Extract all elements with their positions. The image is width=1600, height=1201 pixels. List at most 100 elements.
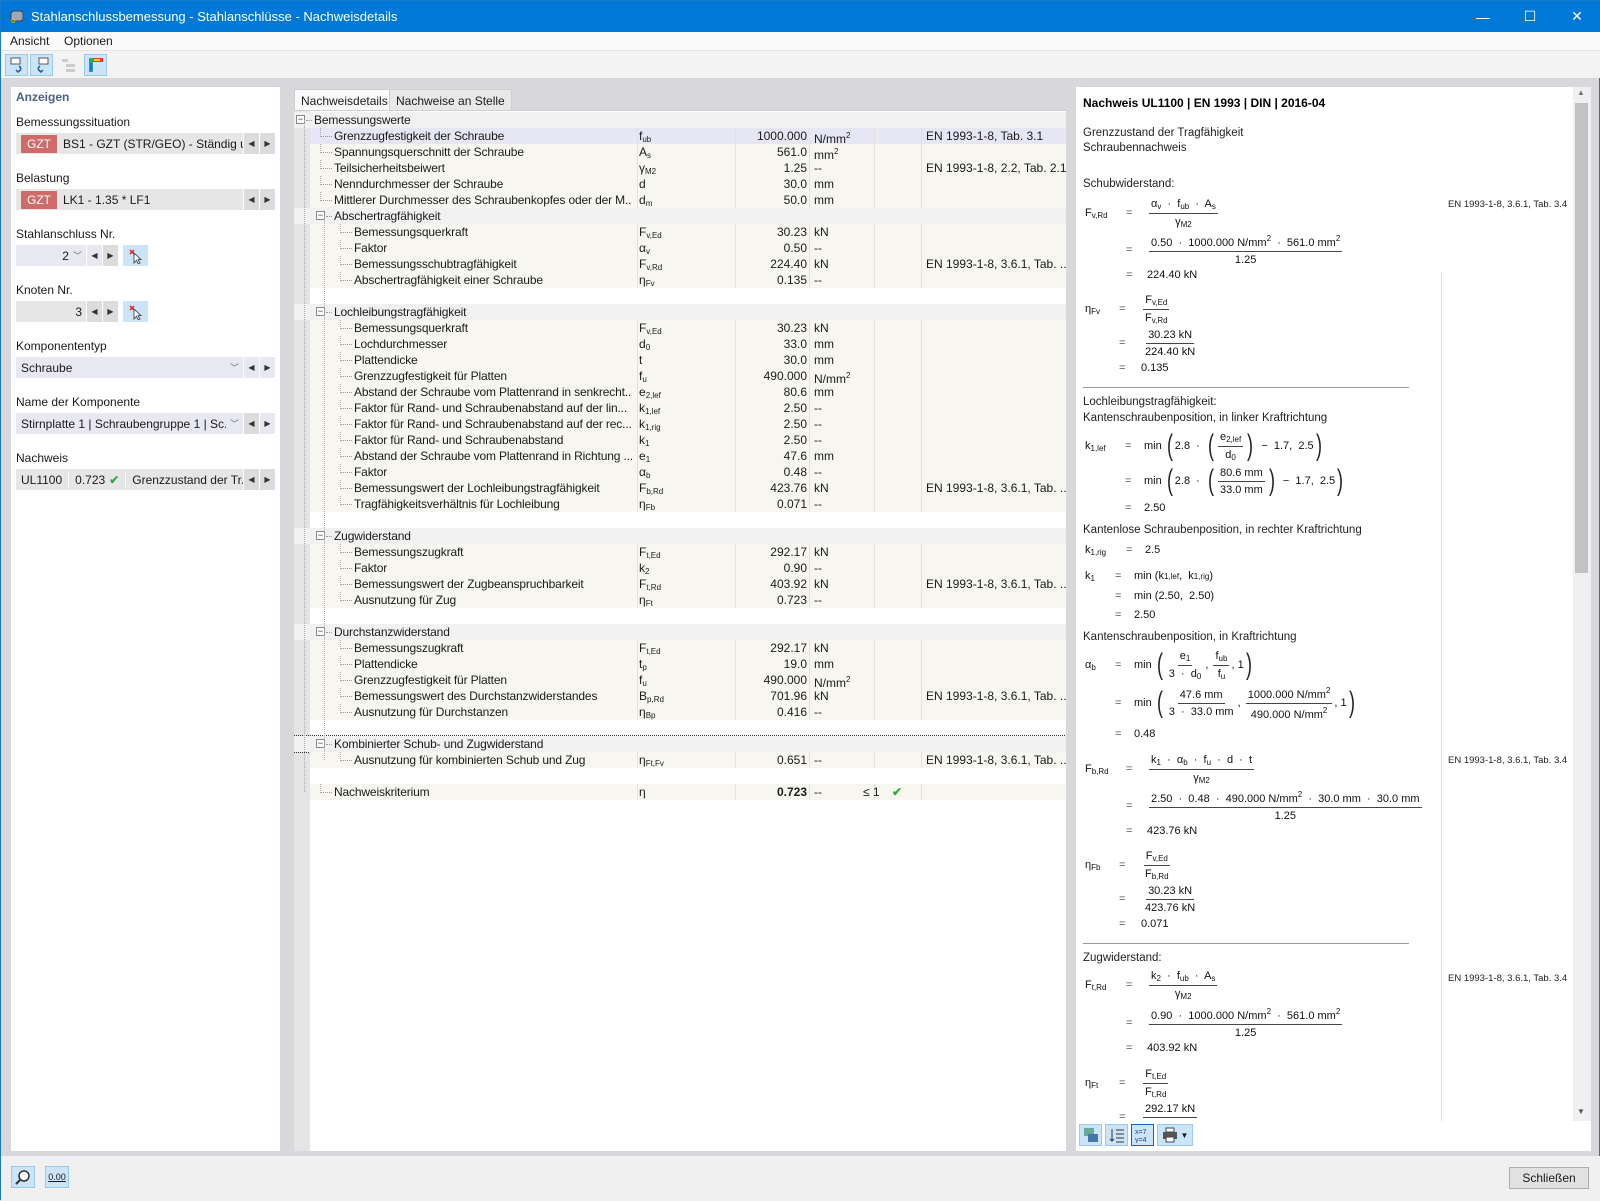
tree-line xyxy=(320,176,321,185)
group-row[interactable]: − Zugwiderstand xyxy=(294,528,1066,544)
scrollbar-thumb[interactable] xyxy=(1575,103,1588,573)
table-row[interactable]: Faktor αv 0.50 -- xyxy=(294,240,1066,256)
chevron-down-icon[interactable]: ▼ xyxy=(1180,1130,1189,1140)
math-text: min (2.50, 2.50) xyxy=(1134,590,1215,602)
select-previous-button[interactable] xyxy=(5,54,28,76)
table-row[interactable]: Teilsicherheitsbeiwert γM2 1.25 -- EN 1993-1… xyxy=(294,160,1066,176)
column-separator xyxy=(809,672,810,688)
close-button[interactable]: Schließen xyxy=(1509,1167,1589,1189)
close-window-button[interactable]: ✕ xyxy=(1571,8,1583,24)
math-subscript: 2 xyxy=(1156,973,1161,983)
table-row[interactable]: Lochdurchmesser d0 33.0 mm xyxy=(294,336,1066,352)
tree-button[interactable] xyxy=(57,54,80,76)
table-row[interactable]: Bemessungsschubtragfähigkeit Fv,Rd 224.40 k… xyxy=(294,256,1066,272)
component-name-select[interactable]: Stirnplatte 1 | Schraubengruppe 1 | Sc..… xyxy=(16,413,243,434)
previous-button[interactable]: ◀ xyxy=(244,413,259,434)
table-row[interactable]: Spannungsquerschnitt der Schraube As 561.0… xyxy=(294,144,1066,162)
table-row[interactable]: Tragfähigkeitsverhältnis für Lochleibung… xyxy=(294,496,1066,512)
export-image-button[interactable] xyxy=(1079,1124,1102,1146)
scroll-up-icon[interactable]: ▲ xyxy=(1577,88,1585,97)
pick-connection-button[interactable] xyxy=(123,245,148,266)
table-row[interactable]: Faktor k2 0.90 -- xyxy=(294,560,1066,576)
table-row[interactable]: Nachweiskriterium η 0.723 -- ≤ 1 ✔ xyxy=(294,784,1066,800)
table-row[interactable]: Bemessungszugkraft Ft,Ed 292.17 kN xyxy=(294,640,1066,656)
column-separator xyxy=(921,576,922,592)
print-button[interactable]: ▼ xyxy=(1157,1124,1193,1146)
collapse-icon[interactable]: − xyxy=(296,114,305,124)
table-row[interactable]: Ausnutzung für Zug ηFt 0.723 -- xyxy=(294,592,1066,608)
list-button[interactable] xyxy=(1105,1124,1128,1146)
math-text: 1.25 xyxy=(1234,1027,1257,1039)
scroll-down-icon[interactable]: ▼ xyxy=(1577,1107,1585,1116)
table-row[interactable]: Faktor für Rand- und Schraubenabstand k1 2… xyxy=(294,432,1066,448)
unit: -- xyxy=(814,705,874,719)
table-row[interactable]: Grenzzugfestigkeit für Platten fu 490.000 N… xyxy=(294,368,1066,386)
table-row[interactable]: Faktor für Rand- und Schraubenabstand au… xyxy=(294,400,1066,416)
table-row[interactable]: Bemessungswert des Durchstanzwiderstande… xyxy=(294,688,1066,704)
component-type-select[interactable]: Schraube ﹀ xyxy=(16,357,243,378)
table-row[interactable]: Abstand der Schraube vom Plattenrand in … xyxy=(294,384,1066,400)
next-button[interactable]: ▶ xyxy=(103,301,118,322)
pick-node-button[interactable] xyxy=(123,301,148,322)
table-row[interactable]: Mittlerer Durchmesser des Schraubenkopfe… xyxy=(294,192,1066,208)
table-row[interactable]: Bemessungszugkraft Ft,Ed 292.17 kN xyxy=(294,544,1066,560)
table-row[interactable]: Faktor αb 0.48 -- xyxy=(294,464,1066,480)
next-button[interactable]: ▶ xyxy=(260,469,275,490)
help-button[interactable] xyxy=(11,1166,35,1188)
table-row[interactable]: Abstand der Schraube vom Plattenrand in … xyxy=(294,448,1066,464)
design-situation-select[interactable]: GZT BS1 - GZT (STR/GEO) - Ständig un... xyxy=(16,133,243,154)
table-row[interactable]: Plattendicke tp 19.0 mm xyxy=(294,656,1066,672)
column-separator xyxy=(809,128,810,144)
load-select[interactable]: GZT LK1 - 1.35 * LF1 xyxy=(16,189,243,210)
previous-button[interactable]: ◀ xyxy=(244,189,259,210)
group-row[interactable]: − Bemessungswerte xyxy=(294,112,1066,128)
check-select[interactable]: UL1100 0.723 ✔ Grenzzustand der Tr... xyxy=(16,469,243,490)
group-row[interactable]: − Lochleibungstragfähigkeit xyxy=(294,304,1066,320)
report-text: Kantenschraubenposition, in Kraftrichtun… xyxy=(1083,631,1297,643)
table-row[interactable]: Ausnutzung für Durchstanzen ηBp 0.416 -- xyxy=(294,704,1066,720)
next-button[interactable]: ▶ xyxy=(260,189,275,210)
table-row[interactable]: Grenzzugfestigkeit der Schraube fub 1000.0… xyxy=(294,128,1066,146)
previous-button[interactable]: ◀ xyxy=(87,245,102,266)
group-row[interactable]: − Durchstanzwiderstand xyxy=(294,624,1066,640)
table-row[interactable]: Plattendicke t 30.0 mm xyxy=(294,352,1066,368)
node-input[interactable]: 3 xyxy=(16,301,86,322)
next-button[interactable]: ▶ xyxy=(260,357,275,378)
table-row[interactable]: Bemessungsquerkraft Fv,Ed 30.23 kN xyxy=(294,320,1066,336)
connection-select[interactable]: 2 ﹀ xyxy=(16,245,86,266)
previous-button[interactable]: ◀ xyxy=(244,133,259,154)
table-row[interactable]: Nenndurchmesser der Schraube d 30.0 mm xyxy=(294,176,1066,192)
math-text: min (k xyxy=(1134,570,1164,582)
menu-optionen[interactable]: Optionen xyxy=(64,34,113,48)
previous-button[interactable]: ◀ xyxy=(244,469,259,490)
table-row[interactable]: Ausnutzung für kombinierten Schub und Zu… xyxy=(294,752,1066,768)
table-row[interactable]: Bemessungswert der Zugbeanspruchbarkeit F… xyxy=(294,576,1066,592)
render-button[interactable] xyxy=(84,54,107,76)
table-row[interactable]: Faktor für Rand- und Schraubenabstand au… xyxy=(294,416,1066,432)
next-button[interactable]: ▶ xyxy=(260,413,275,434)
column-separator xyxy=(874,784,875,800)
condition: ≤ 1 xyxy=(863,785,880,799)
decimal-places-button[interactable]: 0.00 xyxy=(45,1166,69,1188)
previous-button[interactable]: ◀ xyxy=(87,301,102,322)
menu-ansicht[interactable]: Ansicht xyxy=(10,34,50,48)
tab-nachweisdetails[interactable]: Nachweisdetails xyxy=(294,89,395,110)
table-row[interactable]: Bemessungsquerkraft Fv,Ed 30.23 kN xyxy=(294,224,1066,240)
maximize-button[interactable]: ☐ xyxy=(1523,8,1537,24)
collapse-icon[interactable]: − xyxy=(316,210,325,220)
next-button[interactable]: ▶ xyxy=(260,133,275,154)
table-row[interactable]: Abschertragfähigkeit einer Schraube ηFv 0.… xyxy=(294,272,1066,288)
group-row[interactable]: − Kombinierter Schub- und Zugwiderstand xyxy=(294,735,1066,753)
select-next-button[interactable] xyxy=(30,54,53,76)
symbol-subscript: M2 xyxy=(645,167,657,176)
vertical-scrollbar[interactable]: ▲ ▼ xyxy=(1573,87,1591,1121)
table-row[interactable]: Grenzzugfestigkeit für Platten fu 490.000 N… xyxy=(294,672,1066,690)
value: 224.40 xyxy=(770,257,807,271)
tab-nachweise-an-stelle[interactable]: Nachweise an Stelle xyxy=(389,89,512,110)
previous-button[interactable]: ◀ xyxy=(244,357,259,378)
group-row[interactable]: − Abschertragfähigkeit xyxy=(294,208,1066,224)
minimize-button[interactable]: — xyxy=(1476,8,1490,25)
formula-button[interactable]: x=7 y=4 xyxy=(1131,1124,1154,1146)
next-button[interactable]: ▶ xyxy=(103,245,118,266)
table-row[interactable]: Bemessungswert der Lochleibungstragfähig… xyxy=(294,480,1066,496)
